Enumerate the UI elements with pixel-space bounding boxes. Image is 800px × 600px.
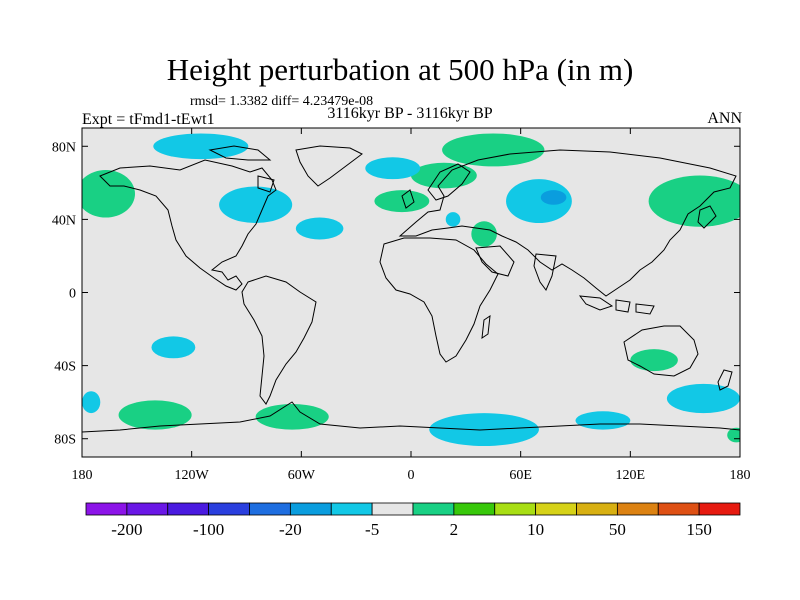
colorbar-label: 2 xyxy=(450,520,459,539)
lat-ticks: 80N 40N 0 40S 80S xyxy=(52,140,740,448)
lon-tick-label: 60E xyxy=(509,468,532,483)
coastline-india xyxy=(533,253,557,291)
lat-tick-label: 40N xyxy=(52,213,76,228)
lon-tick-label: 120W xyxy=(175,468,210,483)
colorbar-swatch xyxy=(208,502,250,516)
coastline-scandinavia xyxy=(427,163,471,201)
lat-tick-label: 80N xyxy=(52,140,76,155)
coastline-canadian-arctic xyxy=(208,145,275,193)
anomaly-region-19 xyxy=(575,411,631,430)
colorbar-label: 150 xyxy=(686,520,712,539)
experiment-label: Expt = tFmd1-tEwt1 xyxy=(82,111,215,128)
lon-tick-label: 0 xyxy=(408,468,415,483)
colorbar-swatch xyxy=(289,502,332,516)
lon-tick-label: 180 xyxy=(72,468,93,483)
anomaly-region-17 xyxy=(82,391,101,414)
lat-tick-label: 40S xyxy=(54,360,76,375)
colorbar-swatch xyxy=(85,502,128,516)
colorbar-label: 10 xyxy=(527,520,544,539)
lon-tick-label: 120E xyxy=(616,468,646,483)
lon-ticks: 180 120W 60W 0 60E 120E 180 xyxy=(72,128,751,483)
lat-tick-label: 80S xyxy=(54,433,76,448)
lat-tick-label: 0 xyxy=(69,287,76,302)
colorbar-swatch xyxy=(330,502,373,516)
colorbar-label: 50 xyxy=(609,520,626,539)
anomaly-region-12 xyxy=(295,217,344,240)
colorbar-swatch xyxy=(371,502,414,516)
anomaly-region-13 xyxy=(365,157,421,180)
anomaly-region-10 xyxy=(153,133,249,160)
anomaly-region-1 xyxy=(118,400,192,430)
colorbar-swatch xyxy=(616,502,659,516)
anomaly-region-0 xyxy=(82,170,135,218)
colorbar-label: -200 xyxy=(111,520,142,539)
anomaly-region-20 xyxy=(666,383,740,414)
season-label: ANN xyxy=(707,110,742,127)
coastline-south-america xyxy=(241,275,317,405)
anomaly-region-5 xyxy=(411,162,477,189)
colorbar-swatch xyxy=(657,502,700,516)
anomaly-region-2 xyxy=(255,403,329,430)
anomaly-region-15 xyxy=(445,212,461,227)
anomaly-region-4 xyxy=(442,133,545,167)
coastline-arabia xyxy=(475,245,515,277)
coastline-australia xyxy=(623,325,699,377)
coastline-british-isles xyxy=(401,189,415,209)
colorbar-swatch xyxy=(576,502,618,516)
colorbar-swatch xyxy=(126,502,169,516)
anomaly-region-16 xyxy=(151,336,196,359)
coastline-japan xyxy=(697,205,717,229)
period-label: 3116kyr BP - 3116kyr BP xyxy=(327,105,493,122)
coastline-layer xyxy=(82,145,740,433)
coastline-africa xyxy=(379,237,499,363)
colorbar-swatch xyxy=(167,502,210,516)
colorbar-swatch xyxy=(249,502,291,516)
lon-tick-label: 60W xyxy=(288,468,316,483)
lon-tick-label: 180 xyxy=(730,468,751,483)
colorbar-swatch xyxy=(535,502,577,516)
colorbar-swatch xyxy=(412,502,455,516)
chart-title: Height perturbation at 500 hPa (in m) xyxy=(166,52,634,87)
colorbar-swatch xyxy=(698,502,741,516)
anomaly-region-11 xyxy=(219,186,293,224)
coastline-antarctica xyxy=(82,401,740,433)
colorbar-swatch xyxy=(494,502,537,516)
coastline-madagascar xyxy=(481,314,491,340)
map-frame xyxy=(81,127,741,458)
coastline-indonesia xyxy=(578,295,655,315)
anomaly-region-8 xyxy=(630,349,678,372)
anomaly-region-6 xyxy=(471,221,497,247)
anomaly-region-21 xyxy=(540,190,567,205)
colorbar-label: -20 xyxy=(279,520,302,539)
coastline-new-zealand xyxy=(717,369,733,391)
colorbar-label: -5 xyxy=(365,520,379,539)
map-background xyxy=(82,128,740,457)
coastline-greenland xyxy=(295,145,363,187)
anomaly-region-14 xyxy=(506,179,572,224)
colorbar-swatch xyxy=(453,502,496,516)
anomaly-layer xyxy=(82,133,740,447)
anomaly-region-7 xyxy=(648,175,740,227)
coastline-eurasia xyxy=(398,149,737,297)
anomaly-region-3 xyxy=(374,190,430,213)
colorbar-label: -100 xyxy=(193,520,224,539)
coastline-north-america xyxy=(99,159,277,291)
colorbar: -200 -100 -20 -5 2 10 50 150 xyxy=(85,502,741,539)
stats-text: rmsd= 1.3382 diff= 4.23479e-08 xyxy=(190,94,374,109)
